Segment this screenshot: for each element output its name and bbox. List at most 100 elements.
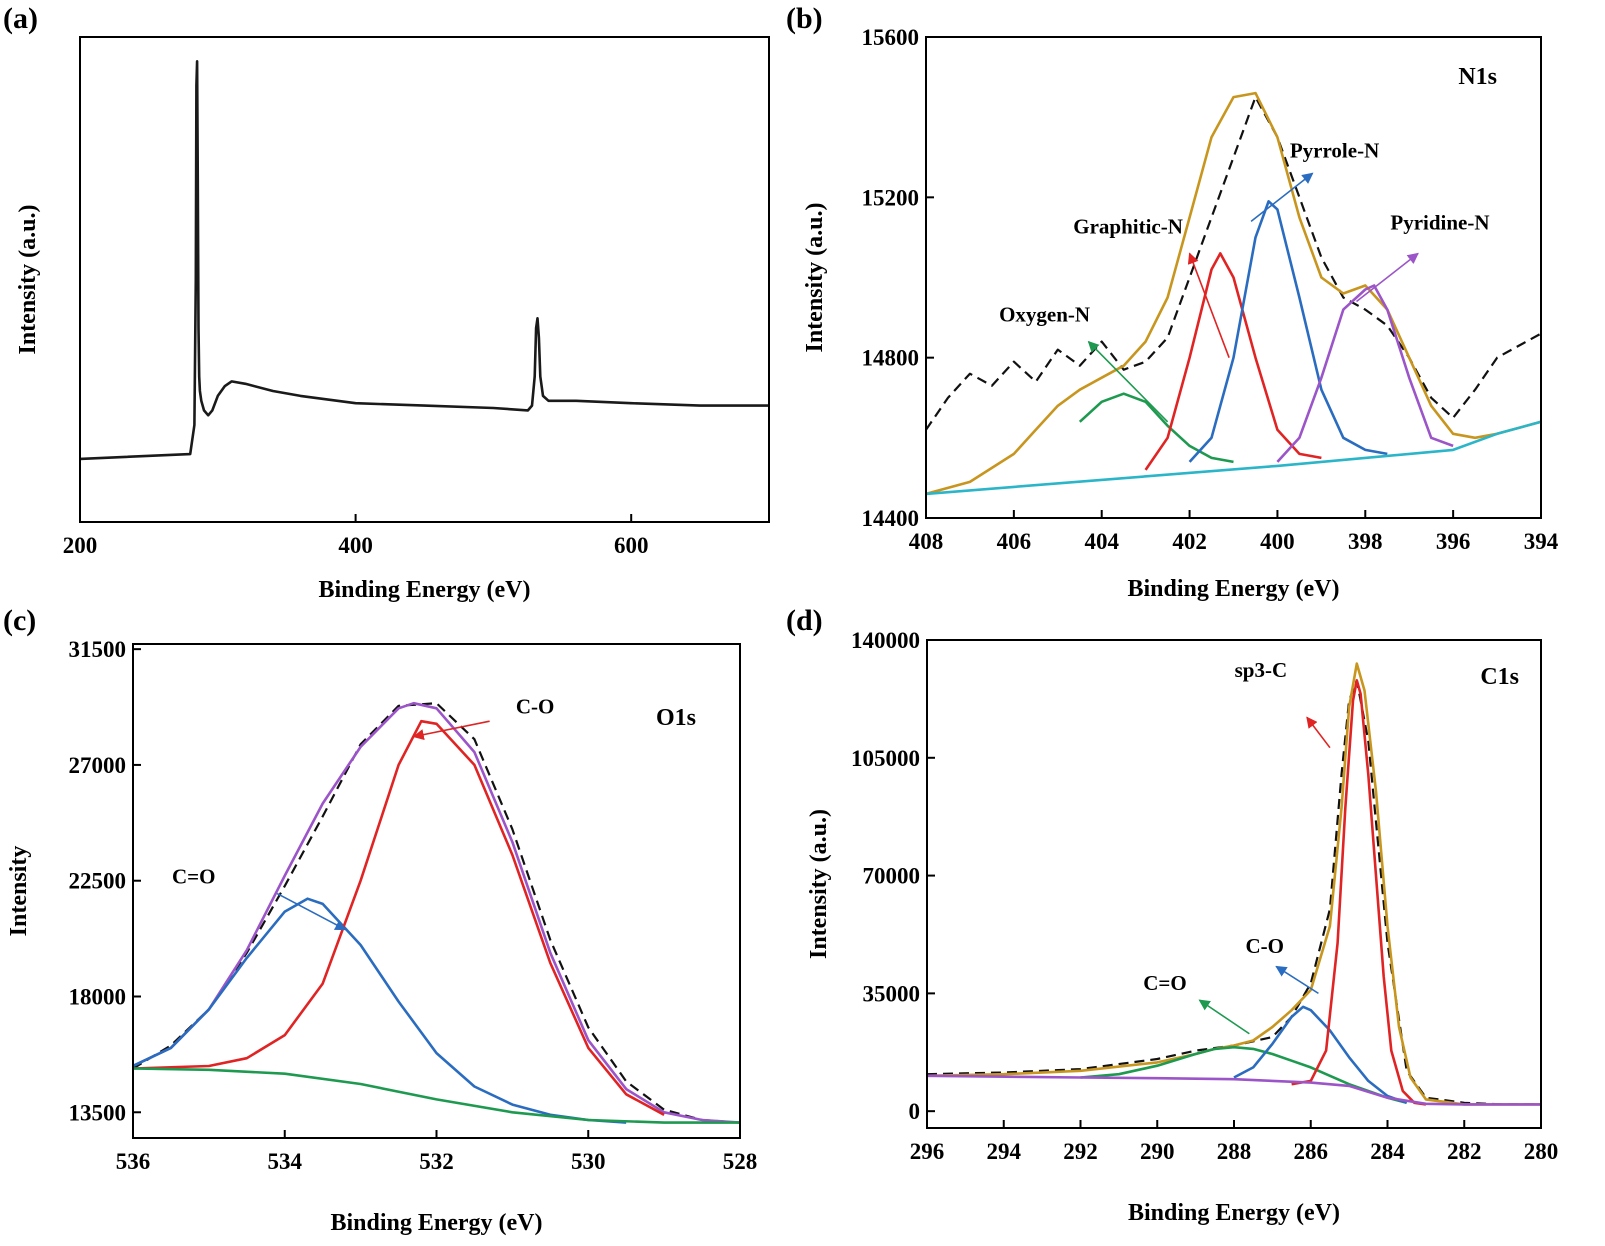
y-tick-label: 35000 <box>863 981 921 1006</box>
region-title: N1s <box>1458 64 1497 90</box>
y-tick-label: 15200 <box>862 185 920 210</box>
plot-frame <box>79 36 770 523</box>
annotation-label: C=O <box>1143 971 1186 995</box>
annotation-label: C-O <box>516 694 555 718</box>
series-line-c-o <box>133 719 665 1116</box>
panel-label: (d) <box>786 604 823 637</box>
series-line-raw <box>927 679 1541 1106</box>
annotation-arrow <box>1187 252 1230 358</box>
annotation-arrow <box>1275 965 1319 995</box>
x-axis-title: Binding Energy (eV) <box>318 577 530 603</box>
annotation-label: Pyrrole-N <box>1290 138 1379 162</box>
annotation-arrow <box>1250 172 1314 223</box>
y-tick-label: 105000 <box>851 746 920 771</box>
series-line-pyridine-n <box>1276 284 1454 463</box>
series-line-raw <box>133 702 740 1124</box>
panel-b: (b) 408 406 404 402 400 398 396 394 14400 14800 152… <box>786 2 1559 602</box>
series-group <box>133 701 740 1124</box>
x-tick-label: 294 <box>987 1139 1022 1164</box>
y-axis-title: Intensity (a.u.) <box>15 204 41 354</box>
series-line-pyrrole-n <box>1188 200 1388 463</box>
series-line-envelope <box>133 701 740 1124</box>
y-axis-title: Intensity (a.u.) <box>802 202 828 352</box>
x-tick-label: 290 <box>1140 1139 1175 1164</box>
y-tick-label: 13500 <box>69 1100 127 1125</box>
y-axis-title: Intensity (a.u.) <box>806 809 832 959</box>
x-tick-label: 530 <box>571 1149 606 1174</box>
series-line-survey <box>80 59 769 461</box>
x-tick-label: 282 <box>1447 1139 1482 1164</box>
x-tick-label: 296 <box>910 1139 945 1164</box>
x-tick-label: 284 <box>1370 1139 1405 1164</box>
series-line-background <box>927 1074 1541 1106</box>
x-tick-label: 536 <box>116 1149 151 1174</box>
series-group <box>927 662 1541 1106</box>
y-tick-label: 70000 <box>863 864 921 889</box>
x-tick-label: 286 <box>1294 1139 1329 1164</box>
x-tick-label: 292 <box>1063 1139 1098 1164</box>
annotation-arrow <box>1198 999 1250 1035</box>
x-tick-label: 528 <box>723 1149 758 1174</box>
series-line-c-o <box>1080 1045 1408 1105</box>
x-axis-title: Binding Energy (eV) <box>330 1210 542 1236</box>
annotation-label: C-O <box>1245 934 1284 958</box>
series-line-c-o <box>1233 1005 1408 1105</box>
annotation-arrow <box>276 892 347 931</box>
region-title: C1s <box>1480 664 1519 690</box>
series-line-raw <box>926 95 1541 431</box>
x-tick-label: 288 <box>1217 1139 1252 1164</box>
panel-label: (c) <box>3 604 36 637</box>
x-tick-label: 402 <box>1172 529 1207 554</box>
y-tick-label: 18000 <box>69 984 127 1009</box>
series-line-graphitic-n <box>1144 252 1322 471</box>
panel-d: (d) 296 294 292 290 288 286 284 282 280 0 35000 7000… <box>786 604 1558 1226</box>
series-group <box>80 59 769 461</box>
panel-label: (b) <box>786 2 823 35</box>
y-tick-label: 27000 <box>69 753 127 778</box>
series-line-baseline <box>926 420 1541 496</box>
x-tick-label: 400 <box>338 533 373 558</box>
plot-frame <box>926 639 1542 1129</box>
x-axis-title: Binding Energy (eV) <box>1127 576 1339 602</box>
annotation-label: Pyridine-N <box>1390 210 1489 234</box>
y-tick-label: 31500 <box>69 637 127 662</box>
panel-c: (c) 536 534 532 530 528 13500 18000 22500 27000 31… <box>3 604 757 1236</box>
plot-frame <box>925 36 1542 519</box>
x-tick-label: 534 <box>268 1149 303 1174</box>
x-tick-label: 404 <box>1084 529 1119 554</box>
annotation-label: C=O <box>172 864 215 888</box>
annotation-arrow <box>1087 340 1169 423</box>
series-group <box>926 91 1541 496</box>
x-tick-label: 600 <box>614 533 649 558</box>
y-tick-label: 14800 <box>862 346 920 371</box>
series-line-background <box>133 1067 740 1124</box>
annotation-arrow <box>412 720 490 741</box>
x-tick-label: 406 <box>997 529 1032 554</box>
y-tick-label: 0 <box>909 1099 921 1124</box>
series-line-sp3-c <box>1291 679 1427 1106</box>
series-line-envelope <box>926 91 1541 496</box>
x-tick-label: 394 <box>1524 529 1559 554</box>
annotation-arrow <box>1306 716 1331 749</box>
annotation-label: Oxygen-N <box>999 303 1090 327</box>
x-axis-title: Binding Energy (eV) <box>1128 1200 1340 1226</box>
y-tick-label: 140000 <box>851 628 920 653</box>
x-tick-label: 532 <box>419 1149 454 1174</box>
annotation-arrow <box>1356 252 1419 303</box>
region-title: O1s <box>656 705 696 731</box>
annotation-label: Graphitic-N <box>1073 214 1183 238</box>
y-tick-label: 14400 <box>862 506 920 531</box>
series-line-c-o <box>133 897 627 1124</box>
y-tick-label: 22500 <box>69 869 127 894</box>
x-tick-label: 400 <box>1260 529 1295 554</box>
series-line-envelope <box>927 662 1541 1106</box>
y-tick-label: 15600 <box>862 25 920 50</box>
series-line-oxygen-n <box>1078 392 1234 464</box>
x-tick-label: 408 <box>909 529 944 554</box>
y-axis-title: Intensity <box>6 846 32 937</box>
x-tick-label: 200 <box>63 533 98 558</box>
panel-label: (a) <box>3 2 38 35</box>
x-tick-label: 396 <box>1436 529 1471 554</box>
panel-a: (a) 200 400 600 Binding Energy (eV) Intensity… <box>3 2 770 603</box>
